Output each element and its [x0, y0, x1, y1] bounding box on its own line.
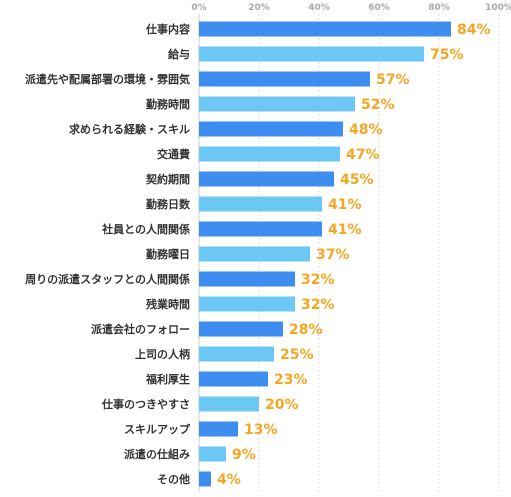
- bar: [199, 246, 310, 262]
- value-labels: 84% 75% 57% 52% 48% 47% 45% 41% 41% 37% 32% 32% 28% 2…: [217, 22, 491, 488]
- value-label: 75%: [430, 47, 464, 63]
- x-tick-label: 80%: [428, 3, 450, 13]
- bar: [199, 296, 295, 312]
- category-label: 社員との人間関係: [101, 222, 190, 236]
- value-label: 37%: [316, 247, 350, 263]
- category-label: 周りの派遣スタッフとの人間関係: [25, 272, 190, 286]
- value-label: 9%: [232, 447, 256, 463]
- category-label: 勤務日数: [146, 197, 191, 211]
- category-label: その他: [157, 472, 190, 486]
- bar: [199, 471, 211, 487]
- bar: [199, 21, 451, 37]
- category-labels: 仕事内容給与派遣先や配属部署の環境・雰囲気勤務時間求められる経験・スキル交通費契…: [25, 22, 191, 486]
- category-label: 派遣会社のフォロー: [91, 322, 190, 336]
- category-label: 上司の人柄: [135, 347, 190, 361]
- bar: [199, 146, 340, 162]
- category-label: 残業時間: [146, 297, 190, 311]
- bar: [199, 421, 238, 437]
- bar: [199, 46, 424, 62]
- bar: [199, 96, 355, 112]
- value-label: 23%: [274, 372, 308, 388]
- bar: [199, 196, 322, 212]
- bar: [199, 71, 370, 87]
- x-tick-label: 40%: [308, 3, 330, 13]
- bar: [199, 396, 259, 412]
- bar: [199, 271, 295, 287]
- category-label: 仕事のつきやすさ: [101, 397, 190, 411]
- value-label: 84%: [457, 22, 491, 38]
- category-label: 交通費: [157, 147, 190, 161]
- value-label: 48%: [349, 122, 383, 138]
- bars: [199, 21, 451, 487]
- category-label: 給与: [168, 47, 190, 61]
- x-tick-label: 20%: [248, 3, 270, 13]
- value-label: 20%: [265, 397, 299, 413]
- x-axis-ticks: 0% 20% 40% 60% 80% 100%: [191, 3, 511, 13]
- value-label: 47%: [346, 147, 380, 163]
- value-label: 41%: [328, 222, 362, 238]
- bar: [199, 321, 283, 337]
- value-label: 57%: [376, 72, 410, 88]
- value-label: 4%: [217, 472, 241, 488]
- value-label: 41%: [328, 197, 362, 213]
- category-label: 派遣の仕組み: [124, 447, 190, 461]
- bar: [199, 371, 268, 387]
- category-label: スキルアップ: [124, 422, 191, 436]
- value-label: 28%: [289, 322, 323, 338]
- category-label: 求められる経験・スキル: [69, 122, 190, 136]
- value-label: 45%: [340, 172, 374, 188]
- bar: [199, 346, 274, 362]
- category-label: 仕事内容: [145, 22, 190, 36]
- category-label: 派遣先や配属部署の環境・雰囲気: [25, 72, 190, 86]
- category-label: 契約期間: [145, 172, 190, 186]
- value-label: 52%: [361, 97, 395, 113]
- value-label: 25%: [280, 347, 314, 363]
- bar: [199, 171, 334, 187]
- bar: [199, 446, 226, 462]
- x-tick-label: 100%: [485, 3, 511, 13]
- category-label: 福利厚生: [145, 372, 190, 386]
- value-label: 32%: [301, 297, 335, 313]
- value-label: 32%: [301, 272, 335, 288]
- value-label: 13%: [244, 422, 278, 438]
- bar: [199, 121, 343, 137]
- x-tick-label: 60%: [368, 3, 390, 13]
- bar: [199, 221, 322, 237]
- category-label: 勤務時間: [146, 97, 190, 111]
- category-label: 勤務曜日: [146, 247, 190, 261]
- x-tick-label: 0%: [191, 3, 206, 13]
